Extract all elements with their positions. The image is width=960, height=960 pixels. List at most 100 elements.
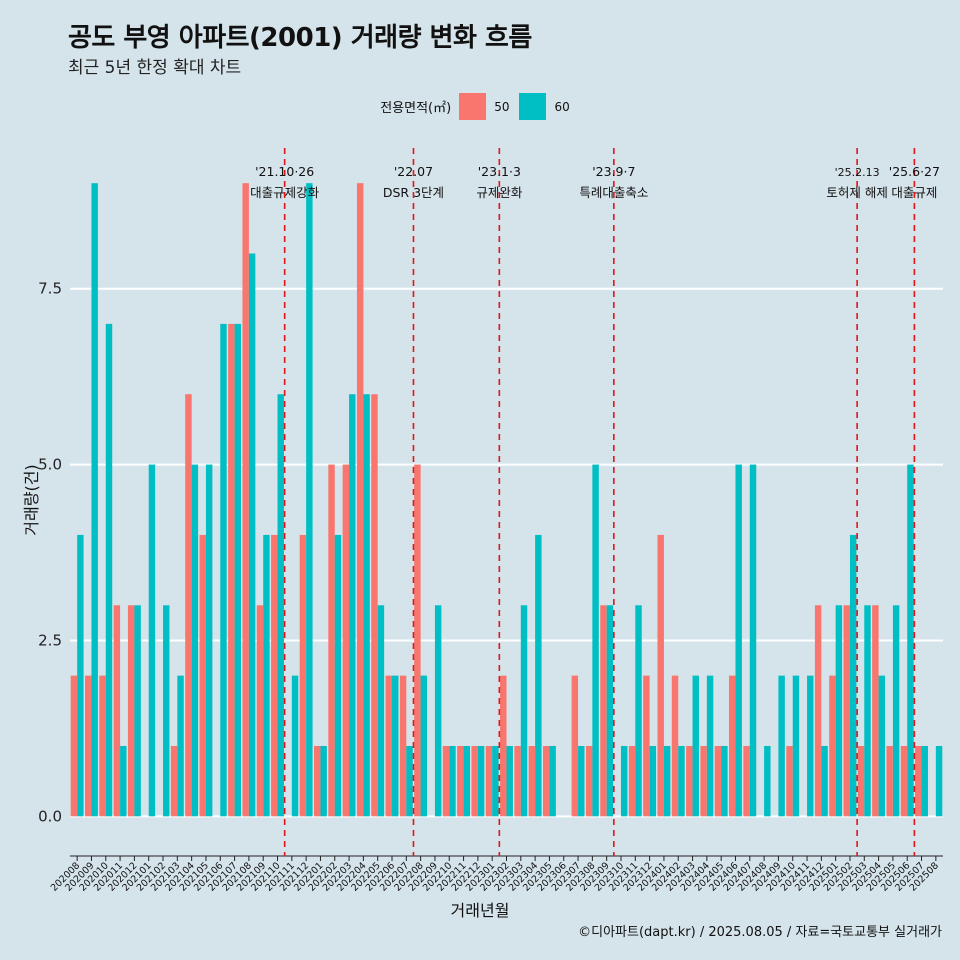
- legend-label-50: 50: [494, 99, 510, 114]
- y-tick-label: 5.0: [38, 456, 62, 474]
- bar-60-202202: [334, 534, 342, 817]
- bar-50-202210: [442, 745, 450, 817]
- bar-60-202108: [248, 253, 256, 817]
- bar-60-202207: [406, 745, 413, 817]
- bar-50-202107: [228, 323, 235, 817]
- bar-50-202208: [414, 464, 421, 817]
- bar-60-202310: [620, 745, 628, 817]
- bar-60-202312: [649, 745, 657, 817]
- bar-50-202012: [127, 605, 135, 817]
- bar-50-202502: [843, 605, 850, 817]
- bar-60-202402: [678, 745, 685, 817]
- bar-60-202309: [606, 605, 614, 817]
- bar-50-202505: [886, 745, 893, 817]
- bar-60-202410: [792, 675, 800, 817]
- bar-50-202008: [70, 675, 78, 817]
- bar-60-202301: [492, 745, 499, 817]
- bar-50-202309: [600, 605, 607, 817]
- bar-60-202503: [864, 605, 871, 817]
- bar-50-202112: [299, 534, 307, 817]
- bar-50-202305: [542, 745, 550, 817]
- bar-60-202403: [692, 675, 699, 817]
- bar-50-202404: [700, 745, 707, 817]
- bar-60-202209: [434, 605, 442, 817]
- bar-50-202105: [199, 534, 206, 817]
- bar-50-202501: [829, 675, 836, 817]
- bar-60-202208: [420, 675, 428, 817]
- bar-50-202108: [242, 183, 249, 817]
- bar-60-202206: [392, 675, 399, 817]
- bar-50-202506: [900, 745, 908, 817]
- event-date-label: '21.10·26: [255, 164, 314, 179]
- y-tick-label: 7.5: [38, 280, 62, 298]
- bar-50-202304: [528, 745, 536, 817]
- bar-60-202201: [320, 745, 327, 817]
- bar-50-202203: [342, 464, 350, 817]
- bar-50-202212: [471, 745, 478, 817]
- bar-50-202402: [671, 675, 679, 817]
- bar-50-202504: [872, 605, 879, 817]
- bar-50-202307: [571, 675, 579, 817]
- legend-swatch-60: [519, 93, 547, 120]
- event-date-label: '25.6·27: [889, 164, 940, 179]
- chart-title: 공도 부영 아파트(2001) 거래량 변화 흐름: [68, 23, 532, 53]
- bar-60-202105: [205, 464, 213, 817]
- legend-title: 전용면적(㎡): [380, 101, 452, 116]
- bar-50-202302: [500, 675, 507, 817]
- bar-60-202407: [749, 464, 757, 817]
- bar-50-202103: [170, 745, 178, 817]
- bar-60-202101: [148, 464, 156, 817]
- bar-50-202406: [729, 675, 736, 817]
- bar-50-202403: [686, 745, 693, 817]
- event-text-label: 대출규제강화: [250, 185, 320, 200]
- bar-60-202110: [277, 394, 284, 817]
- bar-60-202411: [807, 675, 814, 817]
- bar-50-202407: [743, 745, 750, 817]
- bar-60-202102: [163, 605, 170, 817]
- bar-60-202307: [578, 745, 585, 817]
- bar-60-202109: [263, 534, 270, 817]
- bar-50-202009: [85, 675, 92, 817]
- bar-50-202412: [814, 605, 822, 817]
- bar-60-202505: [892, 605, 900, 817]
- bar-60-202405: [721, 745, 728, 817]
- bar-60-202412: [821, 745, 828, 817]
- bar-50-202010: [99, 675, 106, 817]
- event-text-label: 토허제 해제: [826, 185, 887, 200]
- bar-50-202312: [643, 675, 650, 817]
- bar-50-202207: [399, 675, 407, 817]
- bar-60-202210: [449, 745, 456, 817]
- bar-50-202201: [314, 745, 321, 817]
- event-text-label: DSR 3단계: [383, 185, 444, 200]
- bar-50-202301: [485, 745, 493, 817]
- bar-60-202308: [592, 464, 599, 817]
- bar-50-202104: [185, 394, 192, 817]
- bar-60-202107: [234, 323, 242, 817]
- bar-60-202506: [907, 464, 914, 817]
- bar-60-202303: [520, 605, 528, 817]
- y-axis-label: 거래량(건): [22, 464, 41, 536]
- bar-60-202304: [535, 534, 542, 817]
- bar-60-202508: [935, 745, 943, 817]
- bar-60-202406: [735, 464, 742, 817]
- bar-50-202507: [915, 745, 922, 817]
- bar-60-202404: [706, 675, 714, 817]
- bar-50-202405: [714, 745, 722, 817]
- bar-60-202504: [878, 675, 886, 817]
- bar-50-202503: [857, 745, 865, 817]
- event-date-label: '25.2.13: [835, 166, 880, 179]
- bar-60-202401: [663, 745, 671, 817]
- legend-label-60: 60: [554, 99, 570, 114]
- event-text-label: 특례대출축소: [579, 185, 648, 200]
- event-date-label: '23.1·3: [478, 164, 521, 179]
- event-text-label: 대출규제: [891, 185, 937, 200]
- bar-50-202211: [457, 745, 464, 817]
- bar-50-202410: [786, 745, 793, 817]
- bar-60-202409: [778, 675, 785, 817]
- bar-50-202311: [628, 745, 636, 817]
- chart-subtitle: 최근 5년 한정 확대 차트: [68, 58, 242, 78]
- y-tick-label: 0.0: [38, 807, 62, 825]
- bar-60-202103: [177, 675, 184, 817]
- bar-60-202203: [349, 394, 356, 817]
